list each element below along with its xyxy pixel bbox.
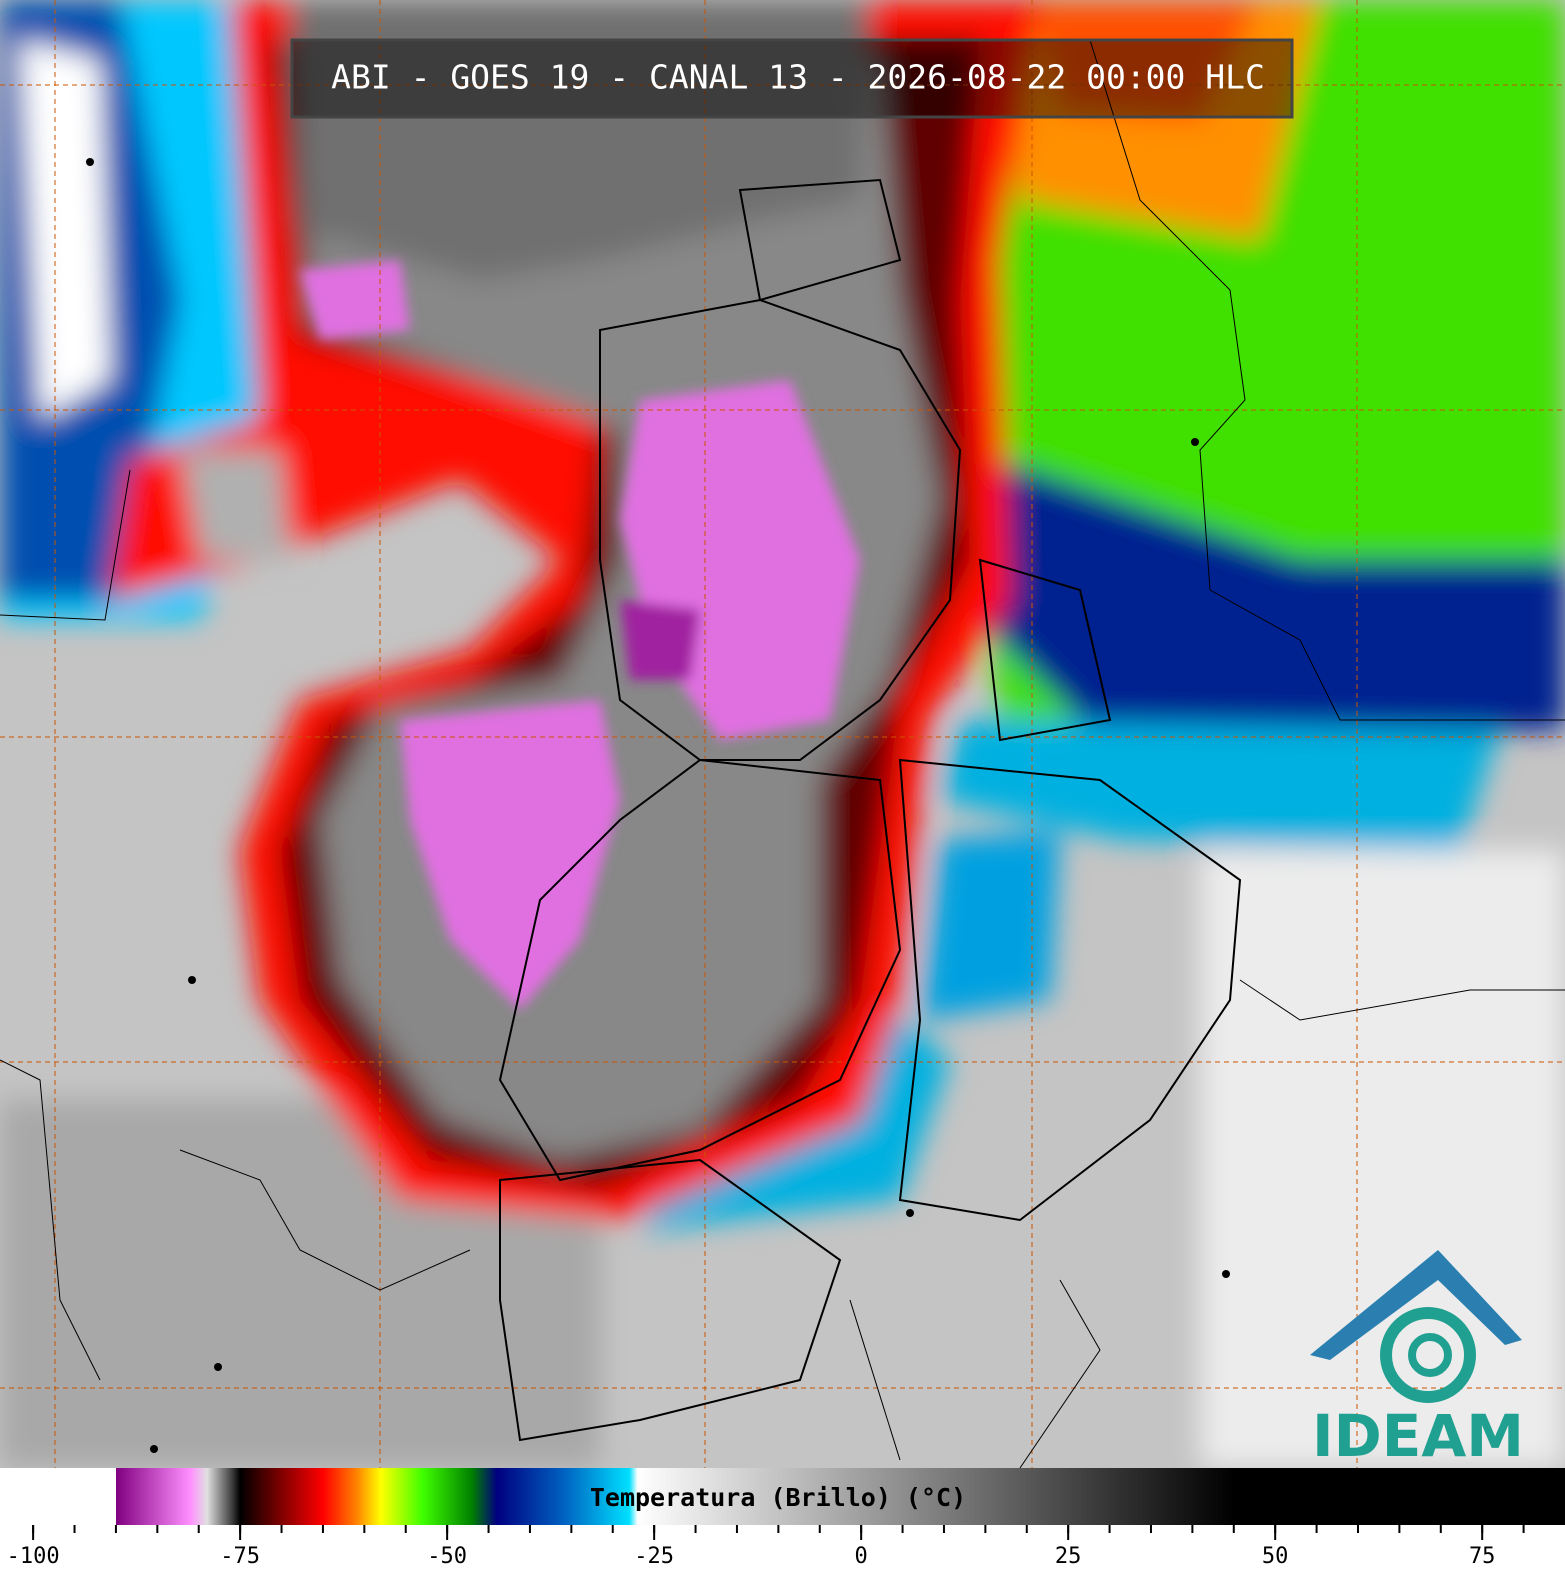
colorbar bbox=[0, 1468, 1565, 1525]
logo-text: IDEAM bbox=[1312, 1402, 1524, 1470]
tick-label: 50 bbox=[1262, 1544, 1289, 1569]
colorbar-group: Temperatura (Brillo) (°C) -100 -75 -50 -25 0… bbox=[0, 1468, 1565, 1577]
tick-label: -75 bbox=[220, 1544, 260, 1569]
tick-label: -50 bbox=[427, 1544, 467, 1569]
tick-label: -100 bbox=[7, 1544, 60, 1569]
logo: IDEAM bbox=[1310, 1250, 1524, 1470]
imagery bbox=[0, 0, 1565, 1469]
tick-label: -25 bbox=[634, 1544, 674, 1569]
tick-label: 25 bbox=[1055, 1544, 1082, 1569]
tick-label: 0 bbox=[855, 1544, 868, 1569]
map-title: ABI - GOES 19 - CANAL 13 - 2026-08-22 00… bbox=[331, 58, 1265, 97]
title-box: ABI - GOES 19 - CANAL 13 - 2026-08-22 00… bbox=[290, 38, 1294, 119]
colorbar-label: Temperatura (Brillo) (°C) bbox=[590, 1483, 966, 1512]
tick-label: 75 bbox=[1469, 1544, 1496, 1569]
